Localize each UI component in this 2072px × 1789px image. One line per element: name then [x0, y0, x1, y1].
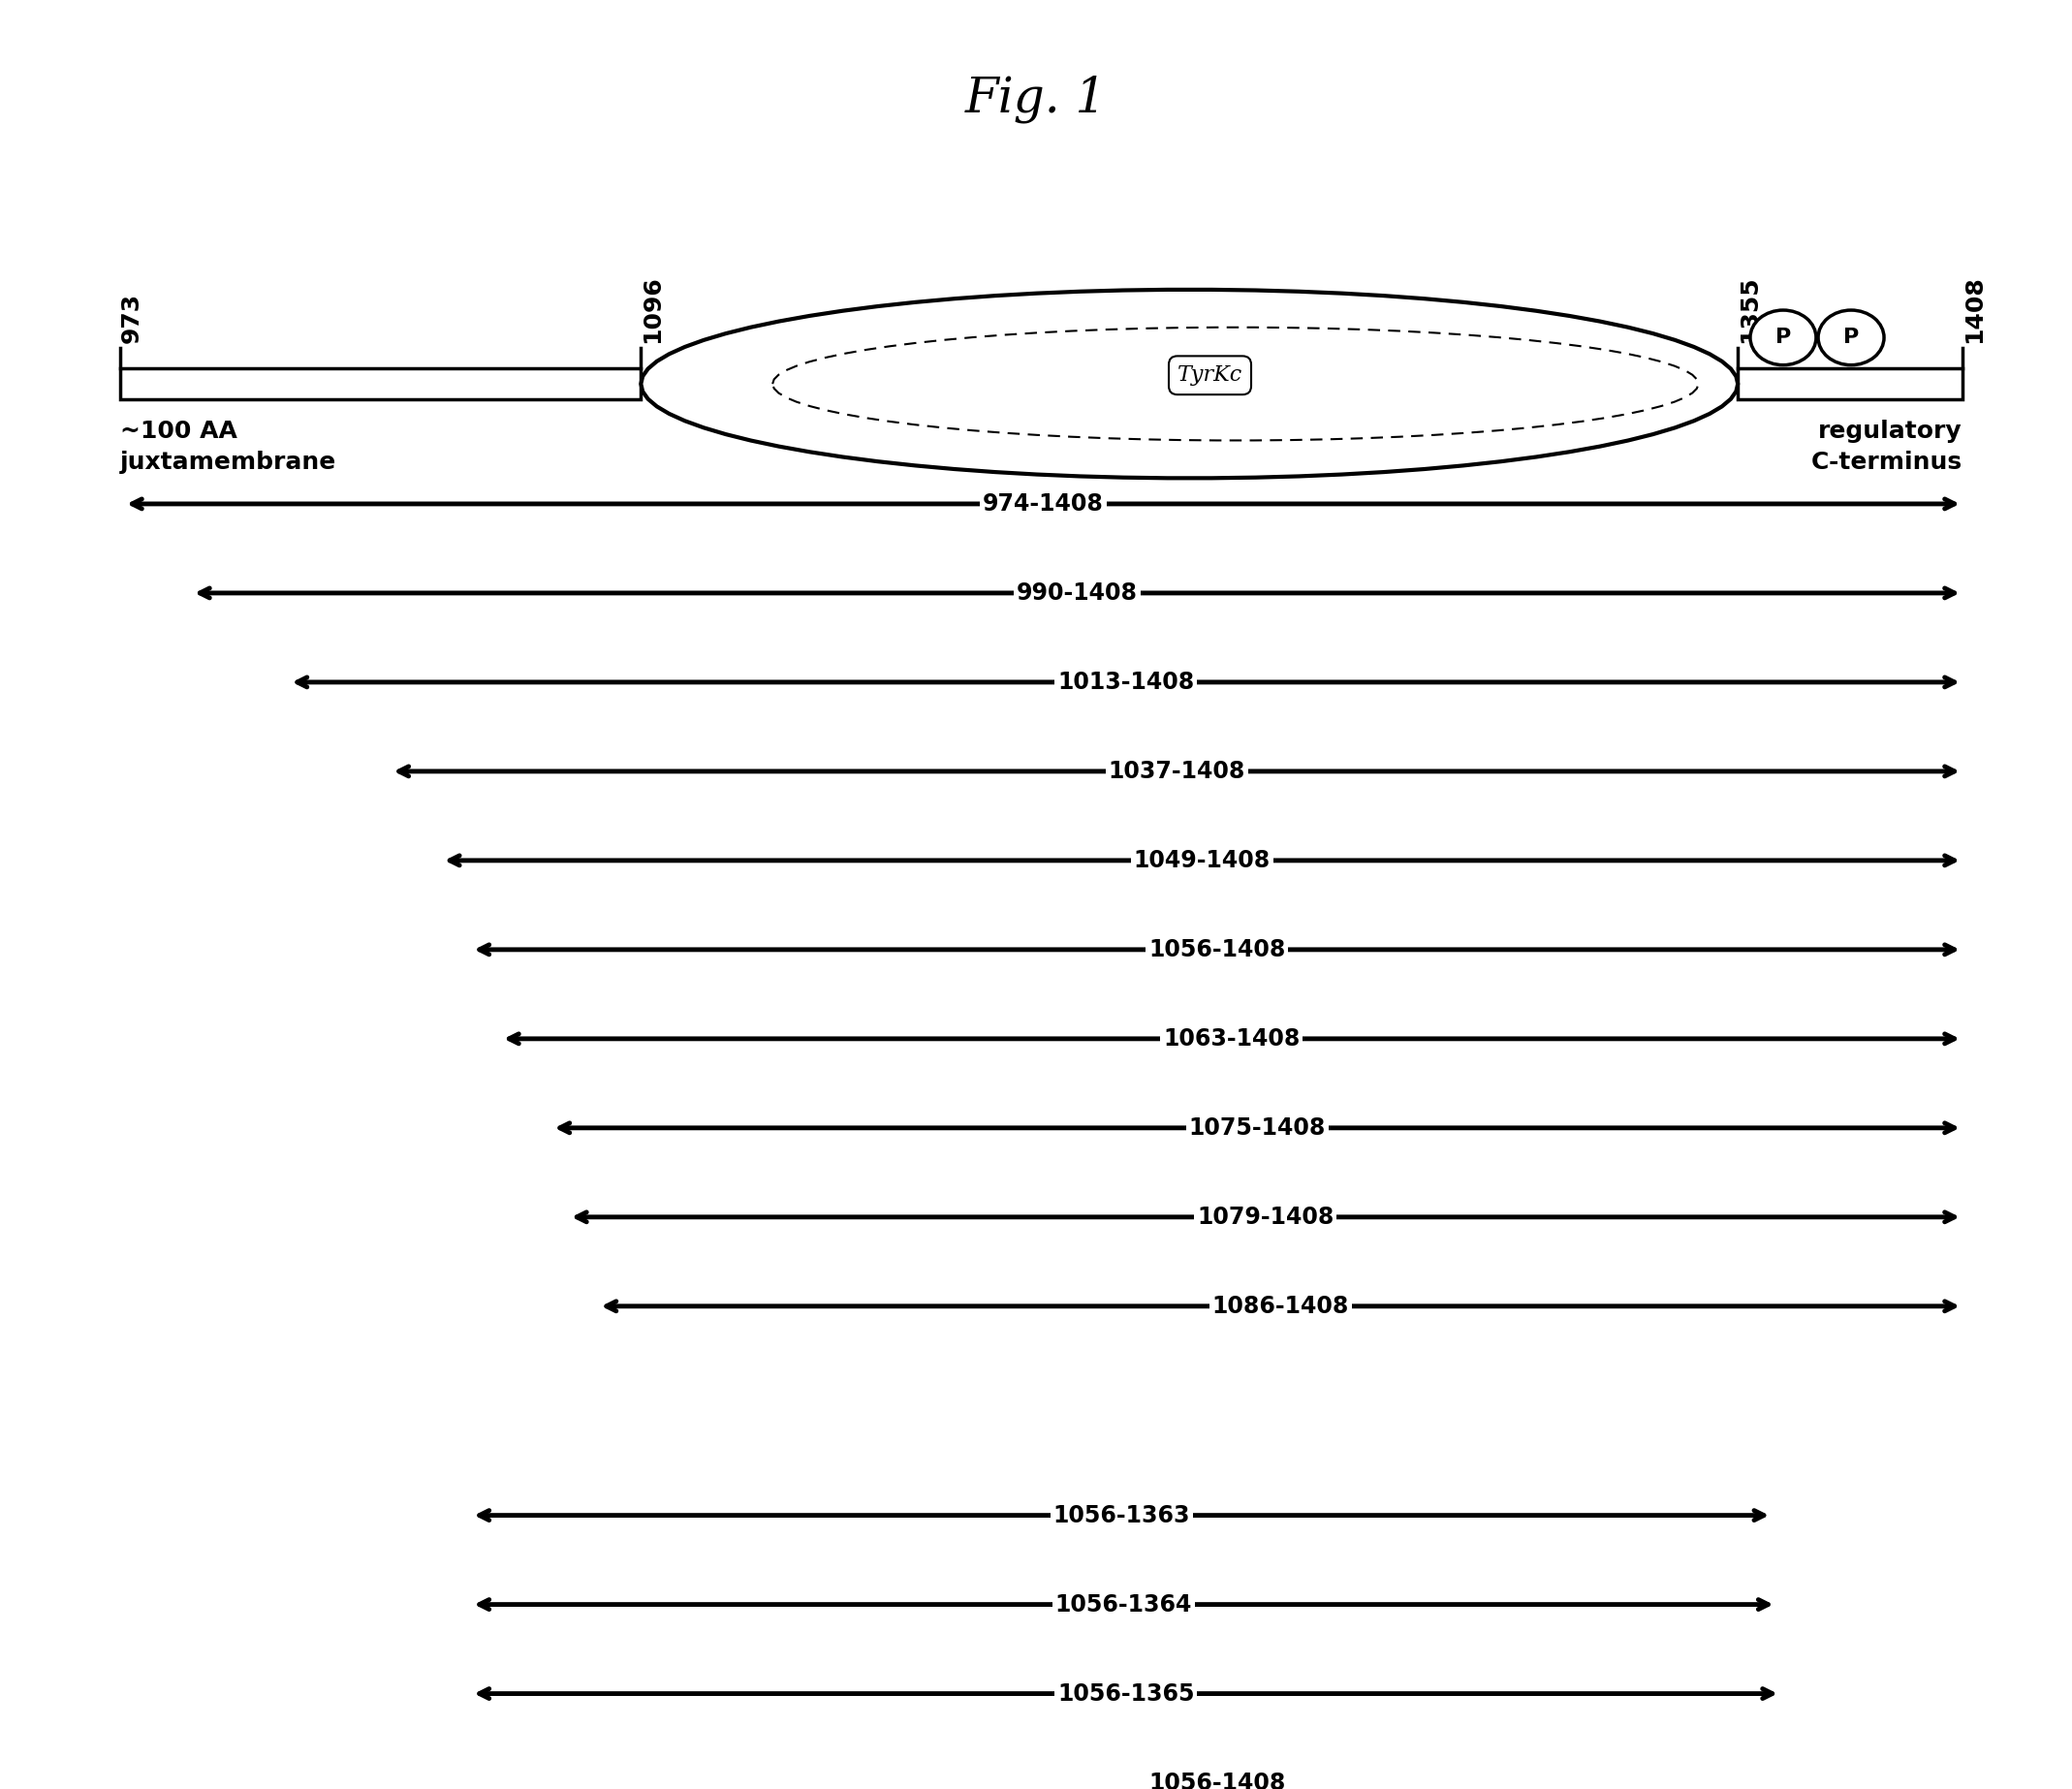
Text: TyrKc: TyrKc [1177, 365, 1243, 386]
Polygon shape [640, 290, 1738, 478]
Bar [1738, 369, 1962, 399]
Text: regulatory
C-terminus: regulatory C-terminus [1811, 420, 1962, 474]
Text: 974-1408: 974-1408 [982, 492, 1104, 515]
Circle shape [1817, 309, 1883, 365]
Text: 1079-1408: 1079-1408 [1198, 1206, 1334, 1229]
Text: 1355: 1355 [1738, 276, 1761, 343]
Text: 1049-1408: 1049-1408 [1133, 848, 1270, 871]
Text: 1075-1408: 1075-1408 [1189, 1116, 1326, 1140]
Text: 1056-1363: 1056-1363 [1053, 1505, 1189, 1528]
Text: Fig. 1: Fig. 1 [966, 75, 1106, 123]
Text: 1056-1364: 1056-1364 [1055, 1592, 1191, 1615]
Text: 1056-1408: 1056-1408 [1148, 937, 1285, 961]
Text: 990-1408: 990-1408 [1017, 581, 1138, 605]
Text: 1096: 1096 [640, 276, 665, 343]
Text: 1086-1408: 1086-1408 [1212, 1295, 1349, 1318]
Circle shape [1751, 309, 1815, 365]
Text: 1037-1408: 1037-1408 [1109, 760, 1245, 784]
Text: P: P [1776, 327, 1790, 347]
Text: 1056-1365: 1056-1365 [1057, 1682, 1193, 1705]
Text: 1408: 1408 [1962, 276, 1985, 343]
Text: ~100 AA
juxtamembrane: ~100 AA juxtamembrane [120, 420, 336, 474]
Text: 1056-1408: 1056-1408 [1148, 1771, 1285, 1789]
Polygon shape [773, 327, 1699, 440]
Text: 1063-1408: 1063-1408 [1162, 1027, 1301, 1050]
Text: P: P [1844, 327, 1859, 347]
Bar [120, 369, 640, 399]
Text: 1013-1408: 1013-1408 [1057, 671, 1193, 694]
Text: 973: 973 [120, 292, 143, 343]
